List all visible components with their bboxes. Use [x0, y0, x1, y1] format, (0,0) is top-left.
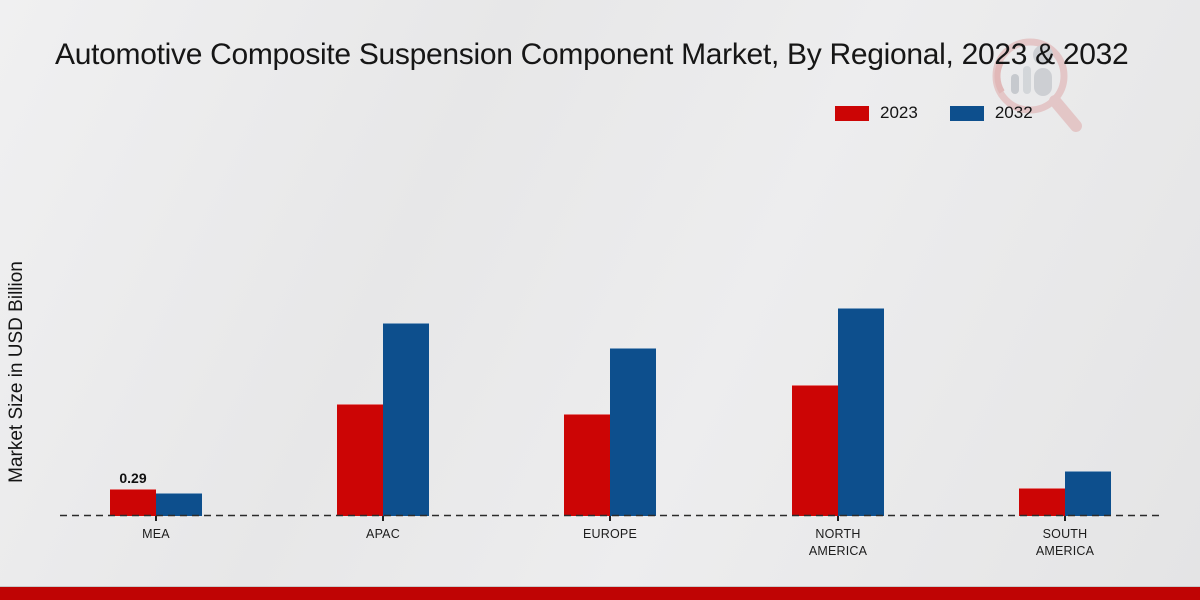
- bar-2023-south-america: [1019, 488, 1065, 516]
- bar-2032-mea: [156, 493, 202, 516]
- x-axis-category-label: SOUTH AMERICA: [1035, 527, 1095, 558]
- bar-2032-south-america: [1065, 471, 1111, 516]
- x-axis-tick: [1064, 516, 1066, 521]
- legend-item-2032: 2032: [949, 103, 1033, 123]
- bar-2023-north-america: [792, 385, 838, 516]
- legend-label-2032: 2032: [994, 103, 1033, 122]
- legend-item-2023: 2023: [835, 103, 918, 123]
- x-axis-category-label: EUROPE: [583, 527, 637, 541]
- watermark-logo-icon: [992, 38, 1082, 132]
- chart-title: Automotive Composite Suspension Componen…: [55, 38, 1129, 71]
- bar-2023-apac: [337, 404, 383, 516]
- legend: 2023 2032: [835, 103, 1033, 123]
- x-axis-tick: [155, 516, 157, 521]
- x-axis-category-label: NORTH AMERICA: [808, 527, 868, 558]
- bar-2032-apac: [383, 323, 429, 516]
- bar-2023-europe: [564, 414, 610, 516]
- footer-accent-strip: [0, 587, 1200, 600]
- x-axis-tick: [837, 516, 839, 521]
- bar-2032-north-america: [838, 308, 884, 516]
- legend-swatch-2023: [835, 105, 869, 121]
- x-axis-tick: [609, 516, 611, 521]
- legend-label-2023: 2023: [880, 103, 918, 122]
- bar-2023-mea: [110, 489, 156, 516]
- legend-swatch-2032: [949, 105, 984, 121]
- x-axis-category-label: MEA: [142, 527, 170, 541]
- bar-value-label: 0.29: [119, 470, 147, 486]
- x-axis-category-label: APAC: [366, 527, 400, 541]
- x-axis-tick: [382, 516, 384, 521]
- bar-2032-europe: [610, 348, 656, 516]
